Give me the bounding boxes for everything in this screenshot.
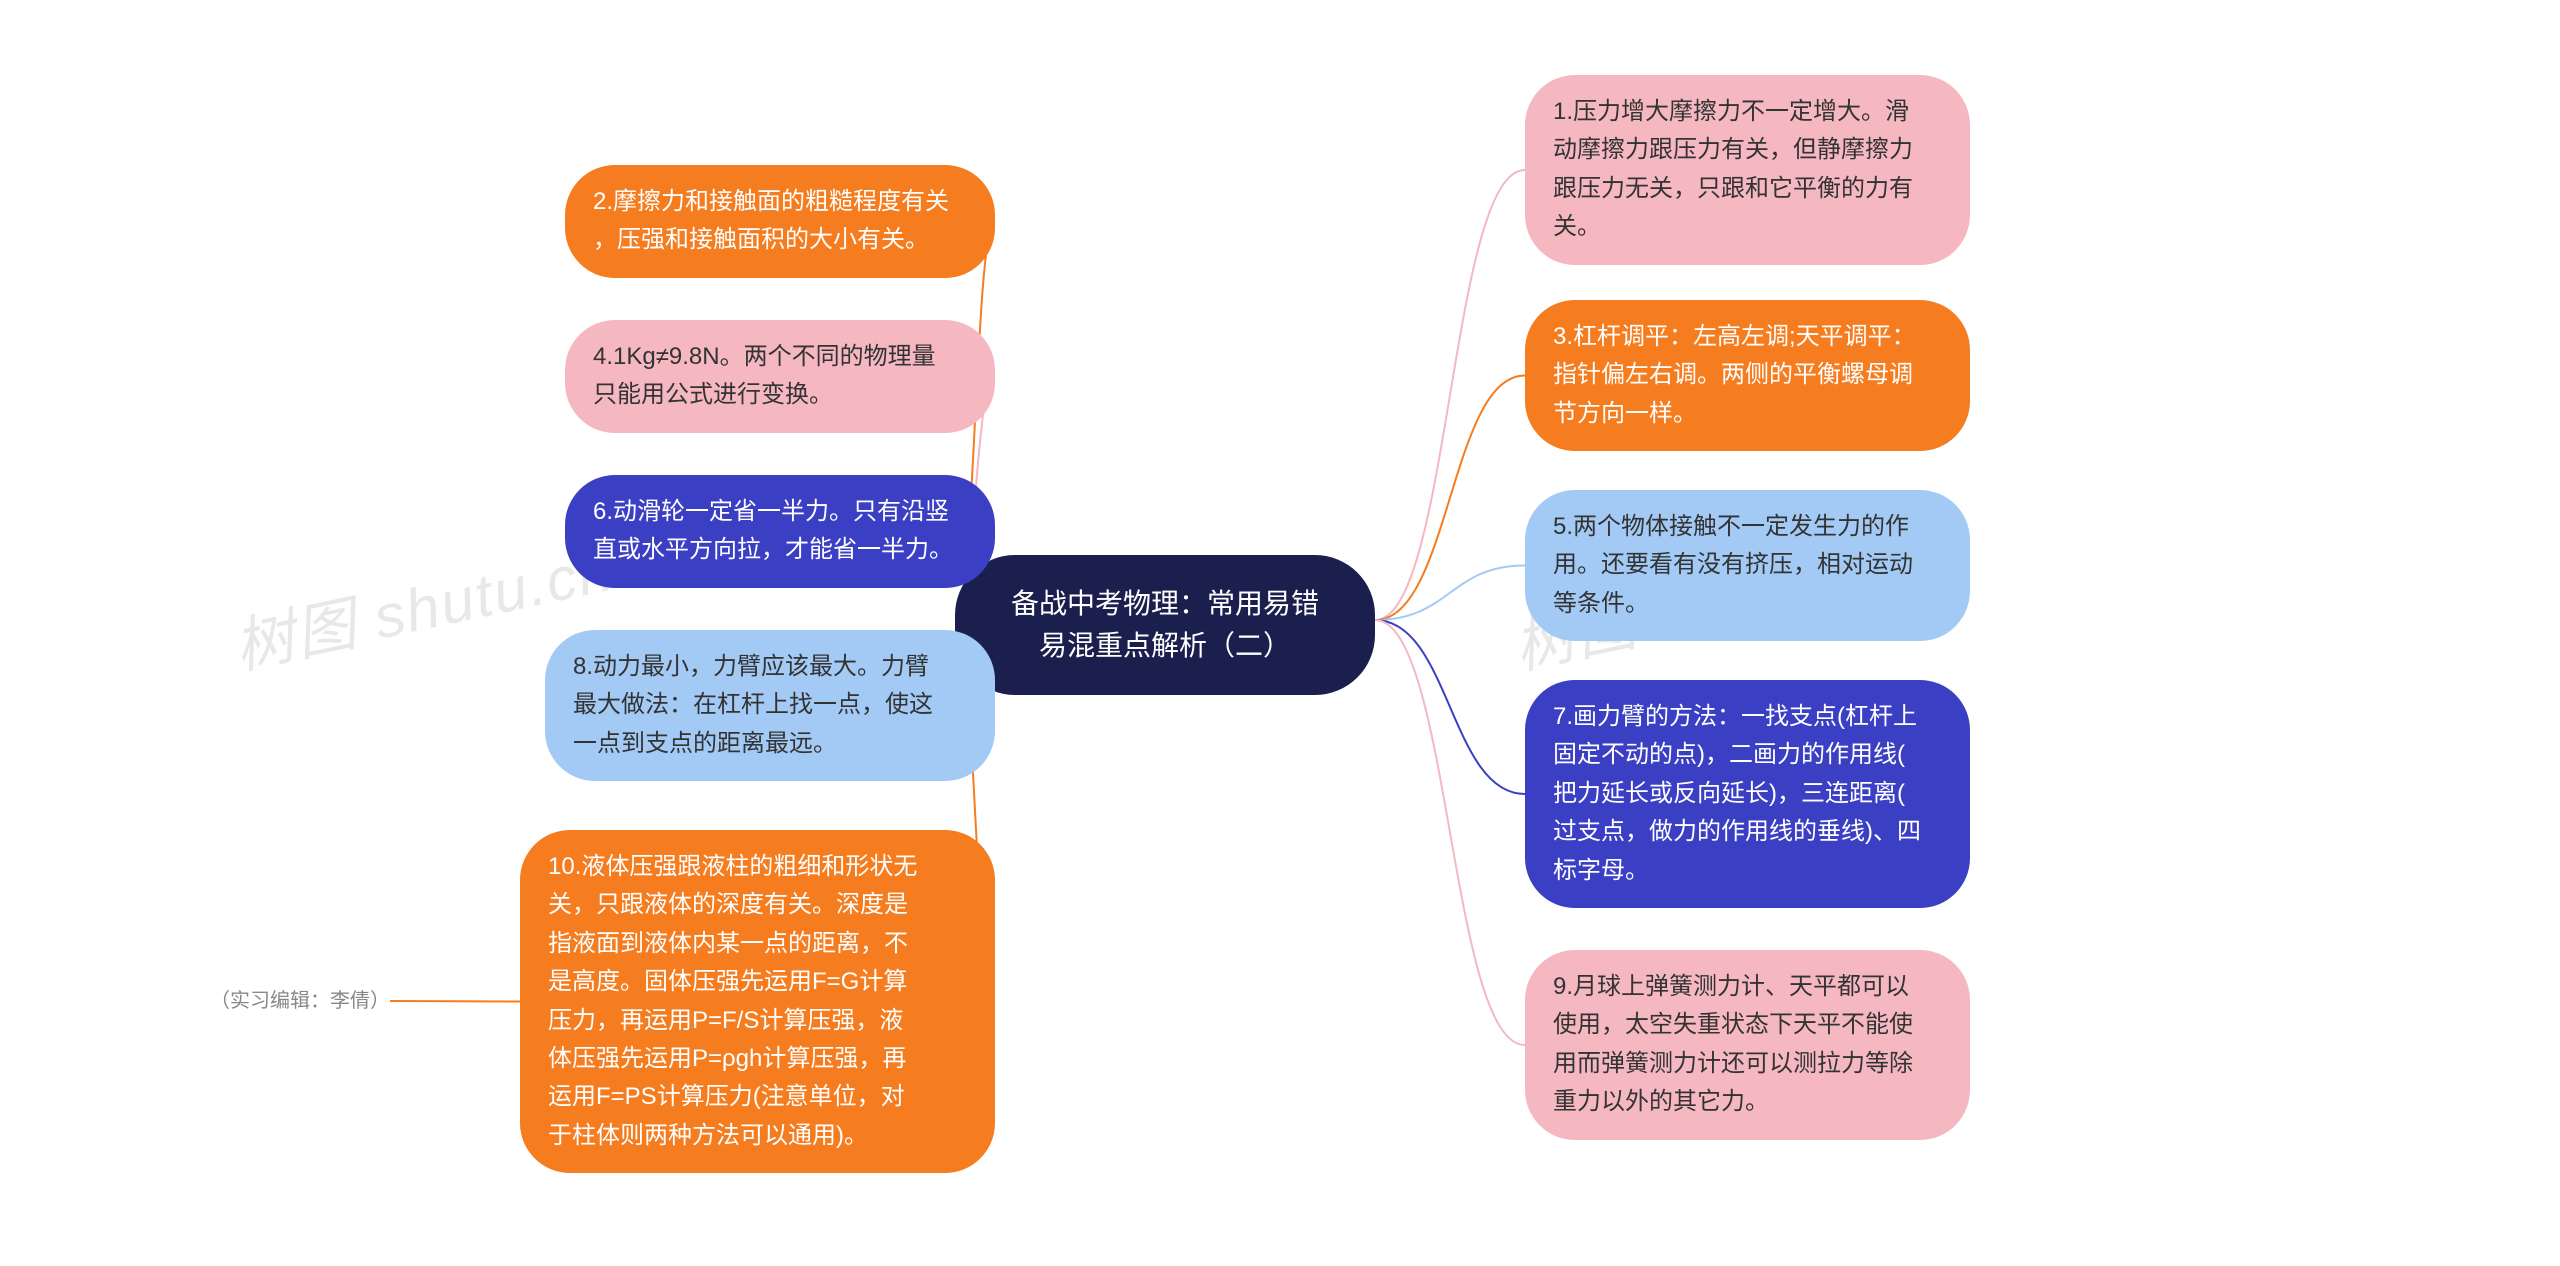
left-node-1: 2.摩擦力和接触面的粗糙程度有关，压强和接触面积的大小有关。 — [565, 165, 995, 278]
right-node-3: 5.两个物体接触不一定发生力的作用。还要看有没有挤压，相对运动等条件。 — [1525, 490, 1970, 641]
left-node-5: 10.液体压强跟液柱的粗细和形状无关，只跟液体的深度有关。深度是指液面到液体内某… — [520, 830, 995, 1173]
right-node-1: 1.压力增大摩擦力不一定增大。滑动摩擦力跟压力有关，但静摩擦力跟压力无关，只跟和… — [1525, 75, 1970, 265]
left-node-2: 4.1Kg≠9.8N。两个不同的物理量只能用公式进行变换。 — [565, 320, 995, 433]
left-node-4: 8.动力最小，力臂应该最大。力臂最大做法：在杠杆上找一点，使这一点到支点的距离最… — [545, 630, 995, 781]
right-node-2: 3.杠杆调平：左高左调;天平调平：指针偏左右调。两侧的平衡螺母调节方向一样。 — [1525, 300, 1970, 451]
mindmap-canvas: 树图 shutu.cn 树图 shutu.cn 备战中考物理：常用易错易混重点解… — [0, 0, 2560, 1266]
right-node-5: 9.月球上弹簧测力计、天平都可以使用，太空失重状态下天平不能使用而弹簧测力计还可… — [1525, 950, 1970, 1140]
center-node: 备战中考物理：常用易错易混重点解析（二） — [955, 555, 1375, 695]
left-node-3: 6.动滑轮一定省一半力。只有沿竖直或水平方向拉，才能省一半力。 — [565, 475, 995, 588]
right-node-4: 7.画力臂的方法：一找支点(杠杆上固定不动的点)，二画力的作用线(把力延长或反向… — [1525, 680, 1970, 908]
leaf-node-1: （实习编辑：李倩） — [210, 985, 390, 1017]
